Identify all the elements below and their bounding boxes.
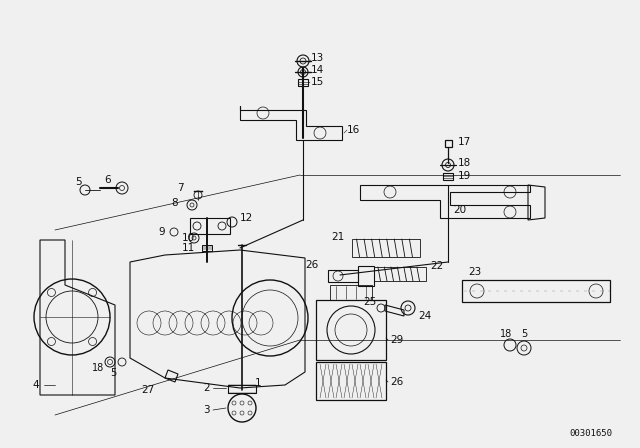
Bar	[352, 239, 420, 257]
Bar	[190, 218, 230, 234]
Text: 24: 24	[418, 311, 431, 321]
Text: 15: 15	[311, 77, 324, 87]
Text: 20: 20	[453, 205, 466, 215]
Text: 17: 17	[458, 137, 471, 147]
Bar	[298, 79, 308, 86]
Text: 16: 16	[347, 125, 360, 135]
Text: 8: 8	[172, 198, 178, 208]
Text: 6: 6	[105, 175, 111, 185]
Text: 18: 18	[458, 158, 471, 168]
Text: 5: 5	[521, 329, 527, 339]
Bar	[228, 385, 256, 393]
Text: 19: 19	[458, 171, 471, 181]
Text: 9: 9	[158, 227, 165, 237]
Text: 22: 22	[430, 261, 444, 271]
Text: 3: 3	[204, 405, 210, 415]
Text: 25: 25	[363, 297, 376, 307]
Text: 29: 29	[390, 335, 403, 345]
Text: 4: 4	[33, 380, 39, 390]
Text: 11: 11	[182, 243, 195, 253]
Text: 5: 5	[75, 177, 81, 187]
Bar	[316, 362, 386, 400]
Bar	[330, 285, 372, 300]
Text: 26: 26	[305, 260, 318, 270]
Text: 18: 18	[92, 363, 104, 373]
Text: 14: 14	[311, 65, 324, 75]
Bar	[462, 280, 610, 302]
Text: 12: 12	[240, 213, 253, 223]
Text: 21: 21	[331, 232, 344, 242]
Text: 26: 26	[390, 377, 403, 387]
Text: 1: 1	[255, 378, 262, 388]
Text: 7: 7	[177, 183, 184, 193]
Text: 13: 13	[311, 53, 324, 63]
Text: 23: 23	[468, 267, 481, 277]
Bar	[202, 245, 212, 251]
Text: 00301650: 00301650	[569, 429, 612, 438]
Bar	[445, 140, 451, 147]
Bar	[358, 266, 374, 286]
Text: 27: 27	[141, 385, 155, 395]
Text: 5: 5	[110, 368, 116, 378]
Text: 2: 2	[204, 383, 210, 393]
Bar	[374, 267, 426, 281]
Bar	[443, 173, 453, 181]
Text: 18: 18	[500, 329, 512, 339]
Bar	[328, 270, 358, 282]
Text: 10: 10	[182, 233, 195, 243]
Bar	[316, 300, 386, 360]
